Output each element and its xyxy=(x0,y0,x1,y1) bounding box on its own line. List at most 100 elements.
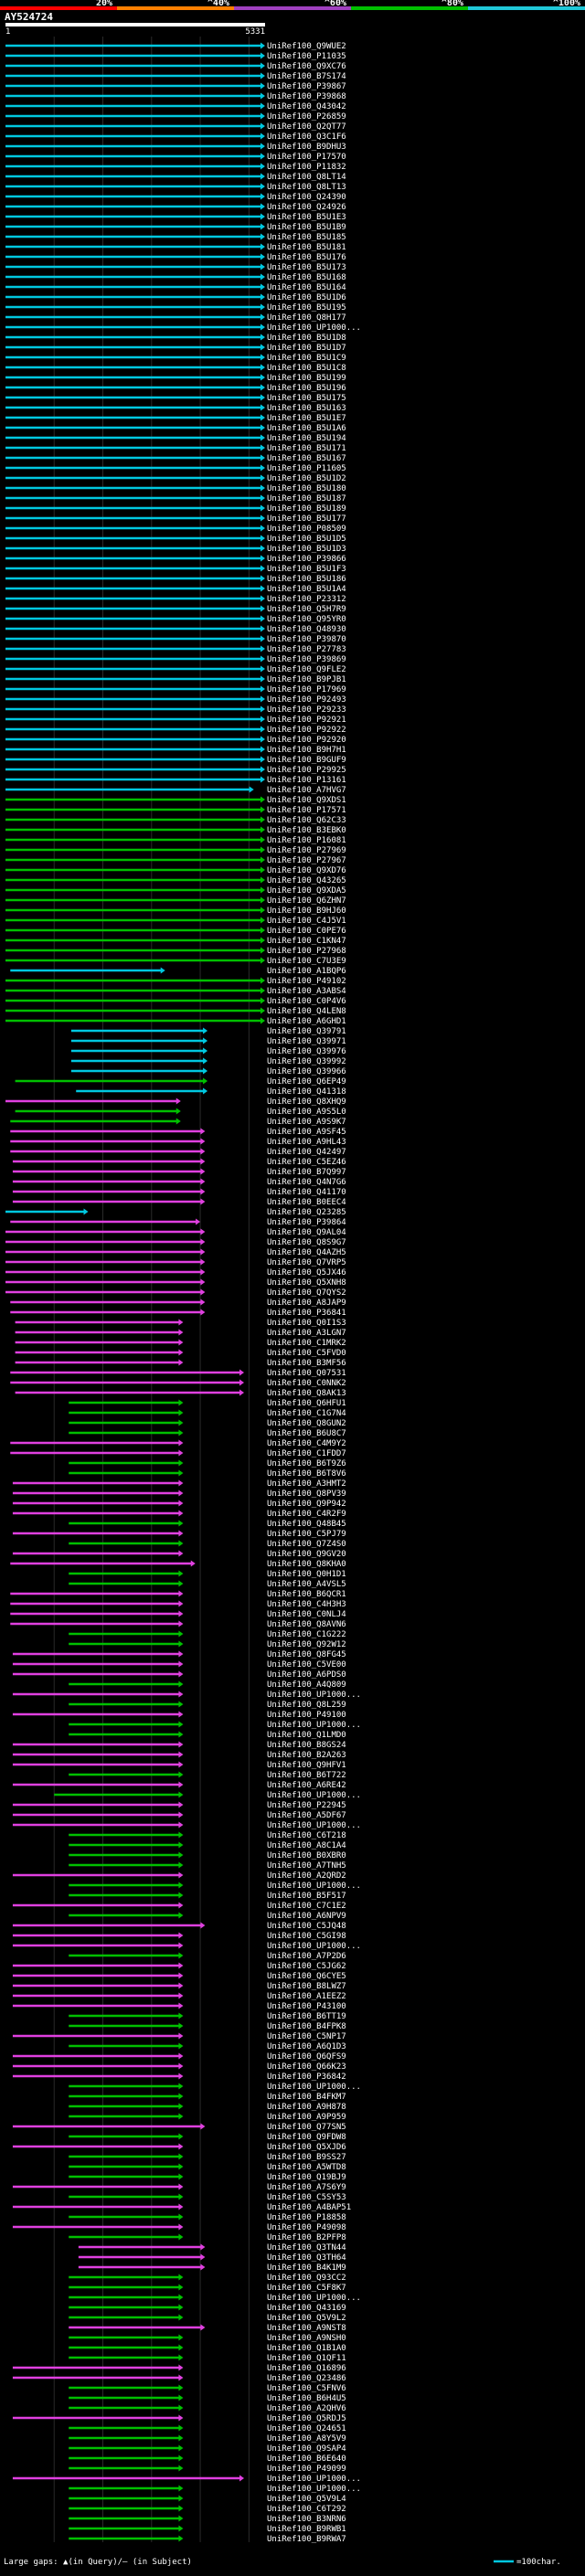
hit-row[interactable]: UniRef100_Q9XDS1 xyxy=(5,796,346,805)
hit-label[interactable]: UniRef100_P27783 xyxy=(267,645,346,654)
hit-label[interactable]: UniRef100_Q8L259 xyxy=(267,1701,346,1710)
hit-row[interactable]: UniRef100_C6T218 xyxy=(69,1831,346,1840)
hit-label[interactable]: UniRef100_B6T9Z6 xyxy=(267,1459,346,1468)
hit-label[interactable]: UniRef100_C4R2F9 xyxy=(267,1510,346,1519)
hit-label[interactable]: UniRef100_B9SS27 xyxy=(267,2153,346,2162)
hit-label[interactable]: UniRef100_B9DHU3 xyxy=(267,143,346,152)
hit-label[interactable]: UniRef100_B9RWA7 xyxy=(267,2535,346,2544)
hit-row[interactable]: UniRef100_P08509 xyxy=(5,525,346,534)
hit-label[interactable]: UniRef100_B5U186 xyxy=(267,575,346,584)
hit-row[interactable]: UniRef100_A1BQP6 xyxy=(10,967,346,976)
hit-label[interactable]: UniRef100_Q0H1D1 xyxy=(267,1570,346,1579)
hit-row[interactable]: UniRef100_UP1000... xyxy=(12,2475,361,2484)
hit-label[interactable]: UniRef100_B6T722 xyxy=(267,1771,346,1780)
hit-label[interactable]: UniRef100_Q3TN44 xyxy=(267,2243,346,2253)
hit-row[interactable]: UniRef100_B5U196 xyxy=(5,384,346,393)
hit-label[interactable]: UniRef100_P27969 xyxy=(267,846,346,855)
hit-label[interactable]: UniRef100_UP1000... xyxy=(267,1721,361,1730)
hit-row[interactable]: UniRef100_B5U1C9 xyxy=(5,354,346,363)
hit-label[interactable]: UniRef100_B5U1D8 xyxy=(267,334,346,343)
hit-label[interactable]: UniRef100_Q39971 xyxy=(267,1037,346,1046)
hit-row[interactable]: UniRef100_A4VSL5 xyxy=(69,1580,346,1589)
hit-label[interactable]: UniRef100_Q41318 xyxy=(267,1087,346,1097)
hit-row[interactable]: UniRef100_C5VE00 xyxy=(12,1660,346,1670)
hit-label[interactable]: UniRef100_P49100 xyxy=(267,1711,346,1720)
hit-label[interactable]: UniRef100_UP1000... xyxy=(267,2475,361,2484)
hit-row[interactable]: UniRef100_B5U164 xyxy=(5,283,346,292)
hit-row[interactable]: UniRef100_Q48B45 xyxy=(69,1520,346,1529)
hit-label[interactable]: UniRef100_A7S6Y9 xyxy=(267,2183,346,2192)
hit-label[interactable]: UniRef100_A4VSL5 xyxy=(267,1580,346,1589)
hit-row[interactable]: UniRef100_UP1000... xyxy=(54,1791,361,1800)
hit-row[interactable]: UniRef100_C7U3E9 xyxy=(5,957,346,966)
hit-row[interactable]: UniRef100_Q7QYS2 xyxy=(5,1288,346,1298)
hit-row[interactable]: UniRef100_C5FNV6 xyxy=(69,2384,346,2393)
hit-row[interactable]: UniRef100_Q9P942 xyxy=(12,1500,346,1509)
hit-row[interactable]: UniRef100_P17571 xyxy=(5,806,346,815)
hit-label[interactable]: UniRef100_C1FDD7 xyxy=(267,1449,346,1458)
hit-label[interactable]: UniRef100_Q39791 xyxy=(267,1027,346,1036)
hit-label[interactable]: UniRef100_A1BQP6 xyxy=(267,967,346,976)
hit-row[interactable]: UniRef100_Q3C1F6 xyxy=(5,133,346,142)
hit-row[interactable]: UniRef100_A3ABS4 xyxy=(5,987,346,996)
hit-row[interactable]: UniRef100_Q5JX46 xyxy=(5,1268,346,1277)
hit-label[interactable]: UniRef100_A8C1A4 xyxy=(267,1841,346,1850)
hit-row[interactable]: UniRef100_B5U187 xyxy=(5,494,346,504)
hit-row[interactable]: UniRef100_B9GUF9 xyxy=(5,756,346,765)
hit-row[interactable]: UniRef100_A4Q809 xyxy=(69,1680,346,1690)
hit-label[interactable]: UniRef100_C1KN47 xyxy=(267,937,346,946)
hit-label[interactable]: UniRef100_Q9XC76 xyxy=(267,62,346,71)
hit-row[interactable]: UniRef100_A8JAP9 xyxy=(10,1299,346,1308)
hit-row[interactable]: UniRef100_B5U1E7 xyxy=(5,414,346,423)
hit-row[interactable]: UniRef100_B9H7H1 xyxy=(5,746,346,755)
hit-row[interactable]: UniRef100_Q9XC76 xyxy=(5,62,346,71)
hit-row[interactable]: UniRef100_Q5V9L2 xyxy=(69,2314,346,2323)
hit-row[interactable]: UniRef100_Q5RDJ5 xyxy=(12,2414,346,2423)
hit-row[interactable]: UniRef100_Q16896 xyxy=(12,2364,346,2373)
hit-row[interactable]: UniRef100_B5U163 xyxy=(5,404,346,413)
hit-row[interactable]: UniRef100_P92922 xyxy=(5,726,346,735)
hit-row[interactable]: UniRef100_P27969 xyxy=(5,846,346,855)
hit-row[interactable]: UniRef100_C0P4V6 xyxy=(5,997,346,1006)
hit-row[interactable]: UniRef100_B6T722 xyxy=(69,1771,346,1780)
hit-row[interactable]: UniRef100_B5U186 xyxy=(5,575,346,584)
hit-row[interactable]: UniRef100_Q43042 xyxy=(5,102,346,111)
hit-label[interactable]: UniRef100_Q24651 xyxy=(267,2424,346,2433)
hit-label[interactable]: UniRef100_UP1000... xyxy=(267,1691,361,1700)
hit-row[interactable]: UniRef100_A4BAP51 xyxy=(12,2203,351,2212)
hit-label[interactable]: UniRef100_A9SF45 xyxy=(267,1128,346,1137)
hit-label[interactable]: UniRef100_A4BAP51 xyxy=(267,2203,351,2212)
hit-row[interactable]: UniRef100_C5PJ79 xyxy=(12,1530,346,1539)
hit-row[interactable]: UniRef100_B3EBK0 xyxy=(5,826,346,835)
hit-row[interactable]: UniRef100_UP1000... xyxy=(5,323,361,333)
hit-row[interactable]: UniRef100_B5U199 xyxy=(5,374,346,383)
hit-row[interactable]: UniRef100_P39864 xyxy=(10,1218,346,1227)
hit-label[interactable]: UniRef100_C0PE76 xyxy=(267,927,346,936)
hit-row[interactable]: UniRef100_C5F8K7 xyxy=(69,2284,346,2293)
hit-label[interactable]: UniRef100_A6PDS0 xyxy=(267,1670,346,1680)
hit-row[interactable]: UniRef100_C1G222 xyxy=(69,1630,346,1639)
hit-row[interactable]: UniRef100_Q3TN44 xyxy=(78,2243,346,2253)
hit-label[interactable]: UniRef100_P13161 xyxy=(267,776,346,785)
hit-row[interactable]: UniRef100_Q39966 xyxy=(70,1067,346,1076)
hit-label[interactable]: UniRef100_P29233 xyxy=(267,705,346,715)
hit-row[interactable]: UniRef100_B0XBR0 xyxy=(69,1851,346,1860)
hit-label[interactable]: UniRef100_Q24926 xyxy=(267,203,346,212)
hit-row[interactable]: UniRef100_B5U1D8 xyxy=(5,334,346,343)
hit-row[interactable]: UniRef100_B6U8C7 xyxy=(69,1429,346,1438)
hit-label[interactable]: UniRef100_B5U1E3 xyxy=(267,213,346,222)
hit-row[interactable]: UniRef100_Q6HFU1 xyxy=(69,1399,346,1408)
hit-label[interactable]: UniRef100_P26859 xyxy=(267,112,346,122)
hit-label[interactable]: UniRef100_A9NSH0 xyxy=(267,2334,346,2343)
hit-label[interactable]: UniRef100_Q1B1A0 xyxy=(267,2344,346,2353)
hit-row[interactable]: UniRef100_Q8PV39 xyxy=(12,1489,346,1499)
hit-row[interactable]: UniRef100_P39868 xyxy=(5,92,346,101)
hit-label[interactable]: UniRef100_B4FKM7 xyxy=(267,2093,346,2102)
hit-label[interactable]: UniRef100_Q3C1F6 xyxy=(267,133,346,142)
hit-label[interactable]: UniRef100_Q23285 xyxy=(267,1208,346,1217)
hit-row[interactable]: UniRef100_P27968 xyxy=(5,947,346,956)
hit-row[interactable]: UniRef100_B9RWB1 xyxy=(69,2525,346,2534)
hit-row[interactable]: UniRef100_Q62C33 xyxy=(5,816,346,825)
hit-label[interactable]: UniRef100_Q9XD76 xyxy=(267,866,346,875)
hit-row[interactable]: UniRef100_C5EZ46 xyxy=(12,1158,346,1167)
